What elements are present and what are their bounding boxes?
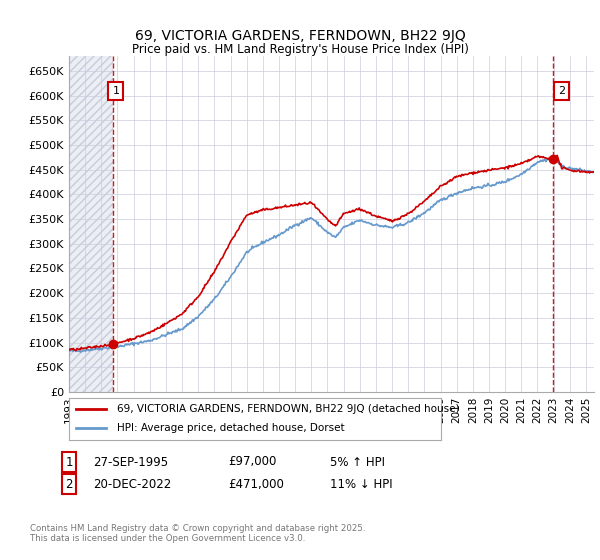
Text: 1: 1: [65, 455, 73, 469]
Text: 69, VICTORIA GARDENS, FERNDOWN, BH22 9JQ (detached house): 69, VICTORIA GARDENS, FERNDOWN, BH22 9JQ…: [118, 404, 460, 414]
Text: 5% ↑ HPI: 5% ↑ HPI: [330, 455, 385, 469]
Text: £97,000: £97,000: [228, 455, 277, 469]
Text: 2: 2: [557, 86, 565, 96]
Text: 20-DEC-2022: 20-DEC-2022: [93, 478, 171, 491]
Text: 27-SEP-1995: 27-SEP-1995: [93, 455, 168, 469]
Text: 11% ↓ HPI: 11% ↓ HPI: [330, 478, 392, 491]
Text: 1: 1: [112, 86, 119, 96]
Text: £471,000: £471,000: [228, 478, 284, 491]
Text: 69, VICTORIA GARDENS, FERNDOWN, BH22 9JQ: 69, VICTORIA GARDENS, FERNDOWN, BH22 9JQ: [134, 29, 466, 44]
Text: HPI: Average price, detached house, Dorset: HPI: Average price, detached house, Dors…: [118, 423, 345, 433]
Text: Price paid vs. HM Land Registry's House Price Index (HPI): Price paid vs. HM Land Registry's House …: [131, 43, 469, 56]
Text: Contains HM Land Registry data © Crown copyright and database right 2025.
This d: Contains HM Land Registry data © Crown c…: [30, 524, 365, 543]
Text: 2: 2: [65, 478, 73, 491]
Bar: [69, 56, 113, 392]
